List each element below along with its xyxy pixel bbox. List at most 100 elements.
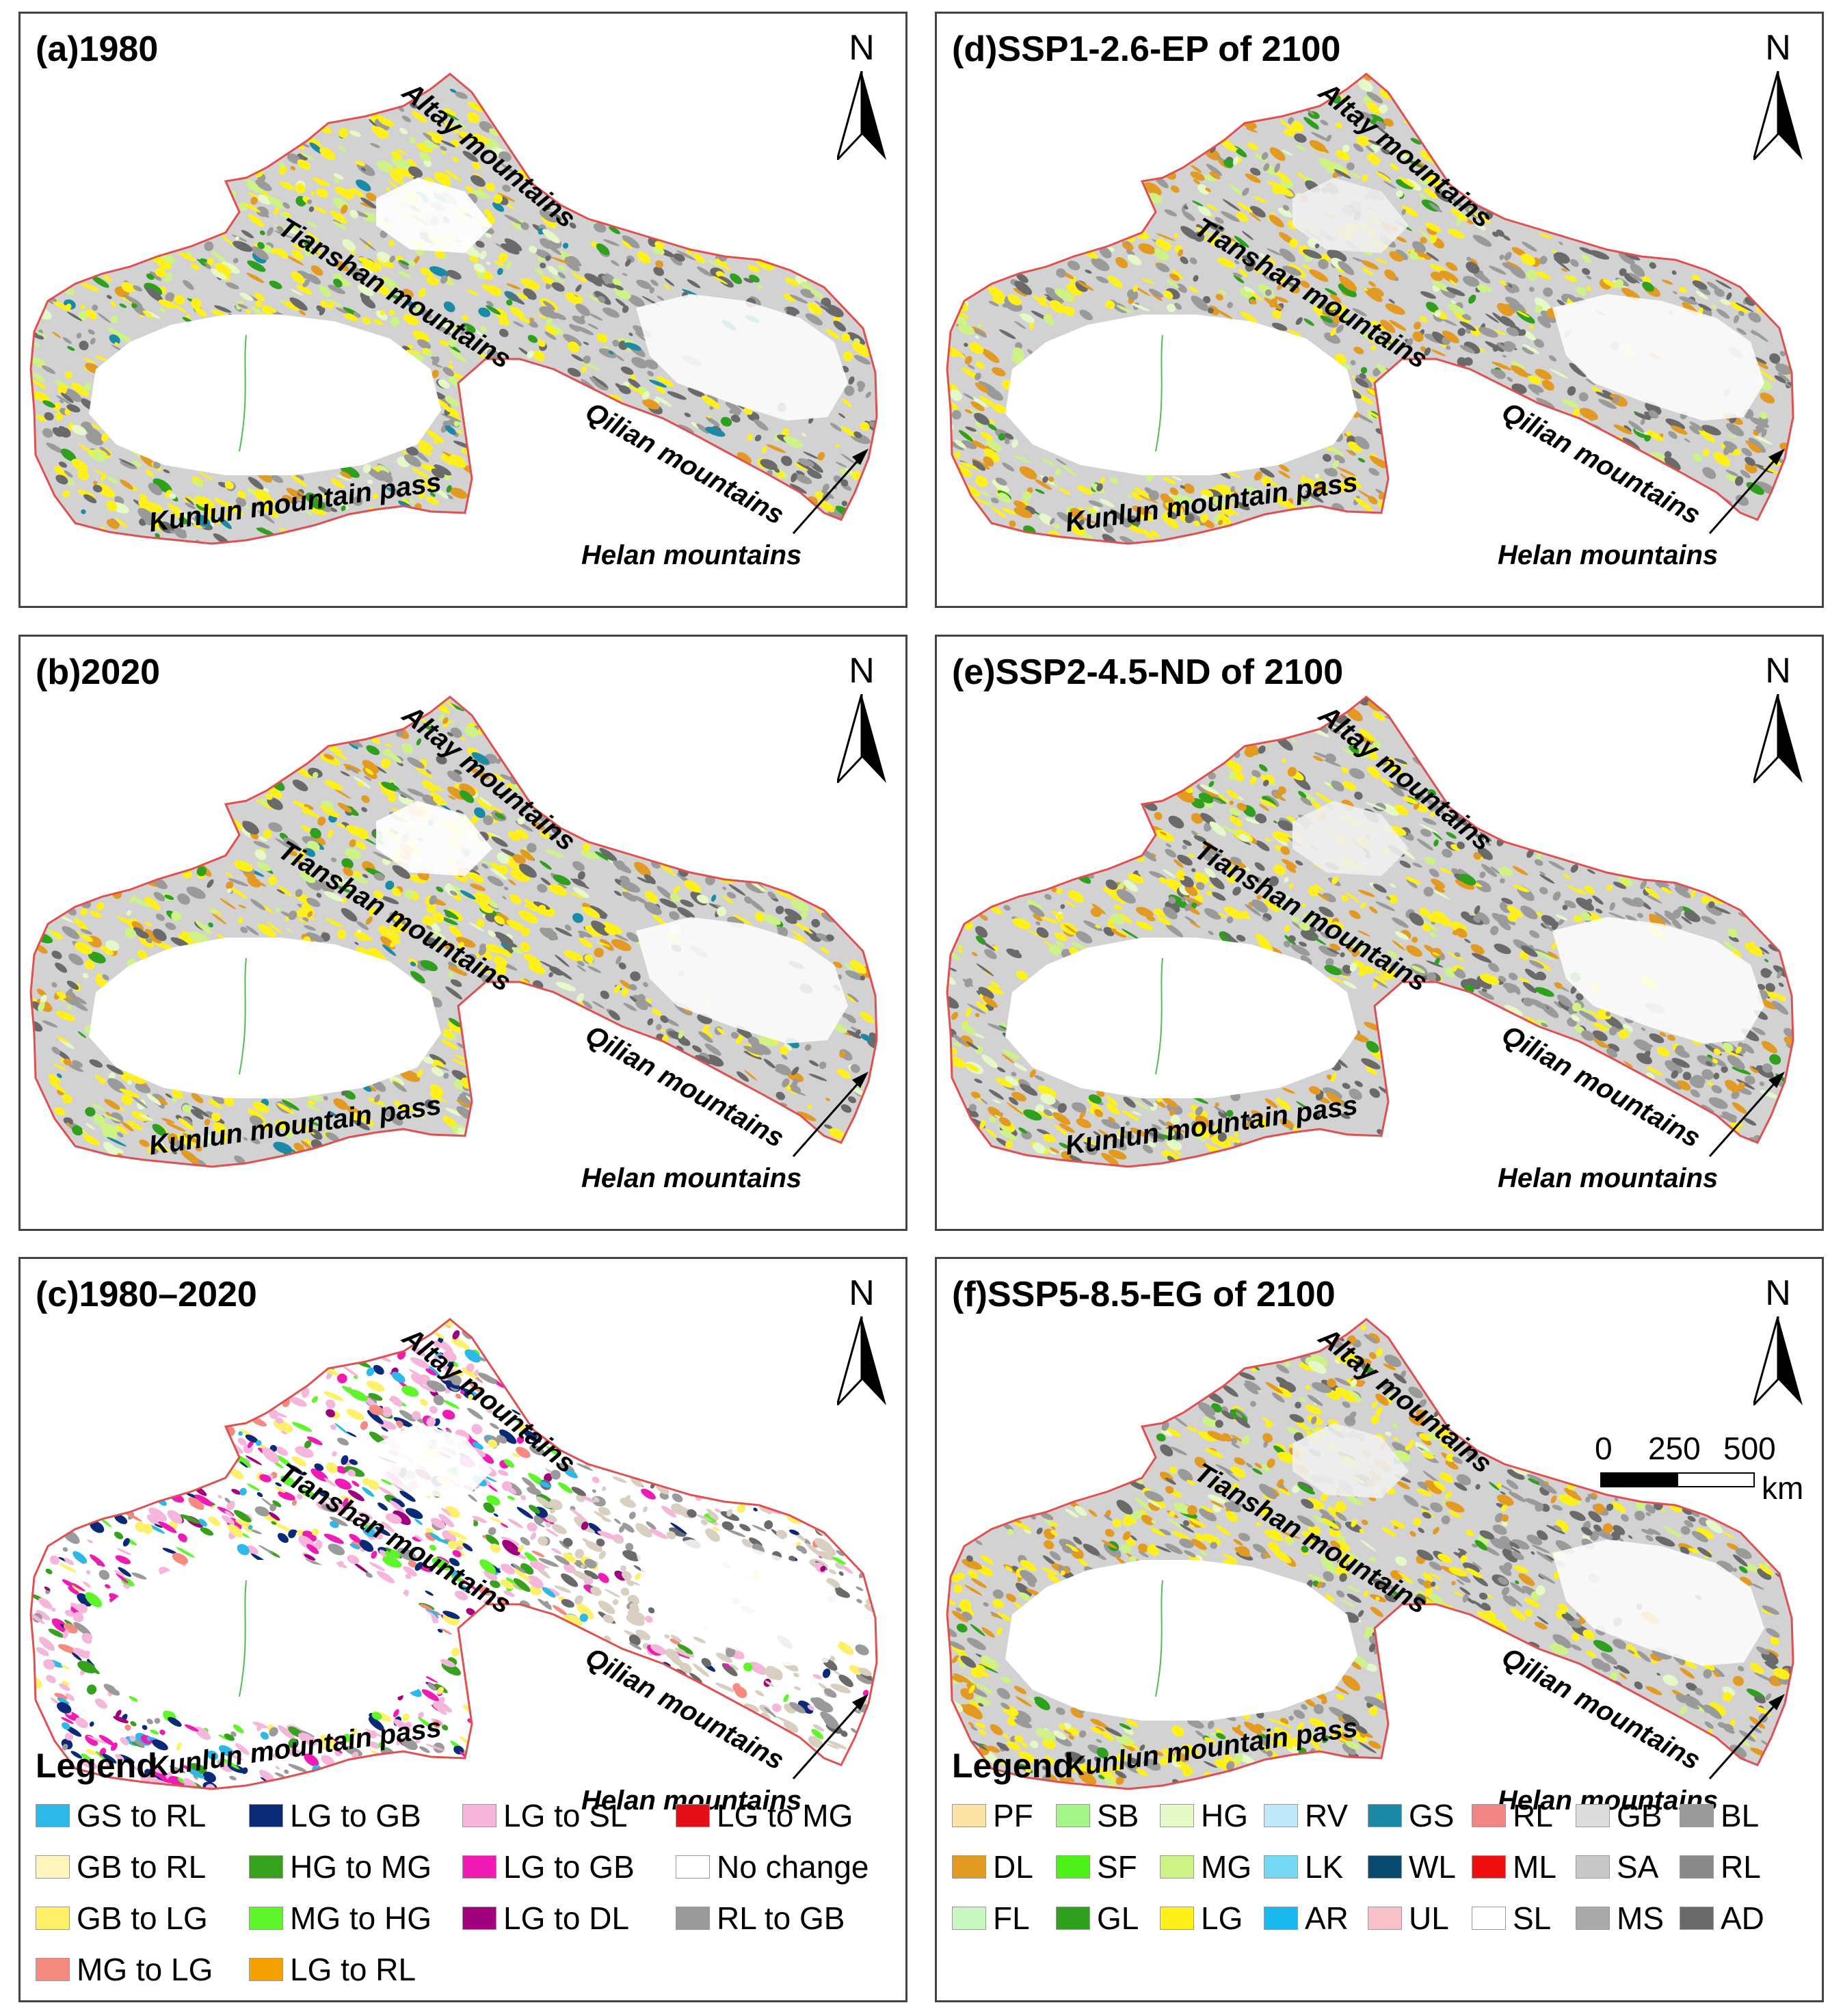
landcover-patch: [207, 1101, 224, 1109]
landcover-patch: [1665, 418, 1686, 429]
landcover-patch: [376, 310, 388, 321]
landcover-patch: [259, 230, 265, 236]
landcover-patch: [1481, 864, 1498, 877]
landcover-patch: [1329, 447, 1344, 456]
landcover-patch: [462, 1366, 478, 1379]
landcover-patch: [597, 942, 611, 947]
landcover-patch: [168, 493, 176, 499]
landcover-patch: [1539, 871, 1546, 876]
landcover-patch: [328, 284, 346, 294]
landcover-patch: [1389, 781, 1409, 791]
landcover-patch: [248, 213, 265, 228]
landcover-patch: [106, 501, 118, 512]
landcover-patch: [1002, 1054, 1015, 1063]
landcover-patch: [235, 1519, 253, 1528]
landcover-patch: [1174, 233, 1179, 238]
landcover-patch: [1267, 248, 1282, 256]
landcover-patch: [1521, 945, 1538, 957]
landcover-patch: [300, 1140, 313, 1151]
landcover-patch: [278, 1491, 295, 1501]
landcover-patch: [565, 256, 582, 267]
landcover-patch: [1729, 302, 1749, 313]
landcover-patch: [1420, 828, 1432, 837]
landcover-patch: [1057, 512, 1074, 524]
landcover-patch: [1539, 886, 1548, 894]
landcover-patch: [1078, 507, 1085, 513]
landcover-patch: [1354, 1080, 1363, 1087]
landcover-patch: [499, 939, 518, 948]
landcover-patch: [411, 110, 427, 123]
landcover-patch: [442, 1409, 455, 1420]
landcover-patch: [635, 1523, 652, 1538]
landcover-patch: [978, 987, 994, 999]
landcover-patch: [496, 758, 501, 765]
landcover-patch: [953, 451, 961, 459]
landcover-patch: [1742, 1043, 1755, 1054]
landcover-patch: [691, 421, 700, 429]
landcover-patch: [131, 1096, 148, 1109]
landcover-patch: [1247, 142, 1258, 150]
landcover-patch: [544, 241, 561, 256]
landcover-patch: [240, 927, 248, 933]
landcover-patch: [642, 391, 650, 400]
landcover-patch: [1191, 295, 1209, 311]
landcover-patch: [127, 1080, 133, 1085]
landcover-patch: [1373, 884, 1387, 893]
landcover-patch: [1678, 287, 1687, 293]
landcover-patch: [635, 1630, 651, 1641]
landcover-patch: [1769, 1054, 1781, 1065]
landcover-patch: [715, 258, 728, 268]
landcover-patch: [276, 1119, 289, 1130]
landcover-patch: [287, 153, 301, 164]
landcover-patch: [389, 255, 395, 263]
landcover-patch: [367, 948, 382, 958]
landcover-patch: [253, 840, 270, 849]
landcover-patch: [1746, 482, 1764, 495]
landcover-patch: [253, 490, 271, 502]
landcover-patch: [979, 396, 996, 408]
landcover-patch: [347, 1554, 360, 1564]
landcover-patch: [144, 929, 162, 944]
landcover-patch: [998, 1124, 1012, 1135]
landcover-patch: [1430, 271, 1443, 281]
landcover-patch: [323, 754, 334, 760]
landcover-patch: [973, 329, 987, 338]
landcover-patch: [1282, 859, 1297, 868]
landcover-patch: [395, 148, 408, 155]
landcover-patch: [231, 234, 248, 242]
landcover-patch: [361, 296, 376, 309]
landcover-patch: [247, 260, 266, 272]
landcover-patch: [336, 1437, 349, 1446]
landcover-patch: [612, 339, 620, 347]
landcover-patch: [384, 1109, 394, 1117]
landcover-patch: [1242, 187, 1249, 196]
landcover-patch: [423, 915, 434, 926]
landcover-patch: [367, 1410, 384, 1424]
landcover-patch: [393, 913, 403, 923]
landcover-patch: [732, 914, 753, 925]
landcover-patch: [851, 342, 871, 357]
landcover-patch: [531, 822, 545, 830]
landcover-patch: [1324, 782, 1331, 786]
landcover-patch: [330, 211, 347, 224]
landcover-patch: [1674, 1048, 1690, 1059]
landcover-patch: [1078, 519, 1085, 527]
landcover-patch: [388, 309, 395, 316]
tarim-basin: [1005, 315, 1357, 475]
landcover-patch: [1347, 478, 1362, 488]
landcover-patch: [296, 1494, 303, 1500]
landcover-patch: [190, 1109, 204, 1119]
landcover-patch: [987, 985, 1004, 995]
landcover-patch: [729, 409, 734, 414]
landcover-patch: [1220, 233, 1236, 242]
landcover-patch: [1072, 1102, 1087, 1113]
landcover-patch: [436, 488, 449, 499]
landcover-patch: [970, 401, 985, 412]
landcover-patch: [303, 247, 315, 257]
landcover-patch: [434, 249, 445, 258]
landcover-patch: [274, 1772, 285, 1778]
dzungar-basin: [376, 801, 492, 876]
landcover-patch: [1035, 1104, 1044, 1114]
landcover-patch: [1052, 1112, 1071, 1125]
landcover-patch: [968, 342, 984, 354]
